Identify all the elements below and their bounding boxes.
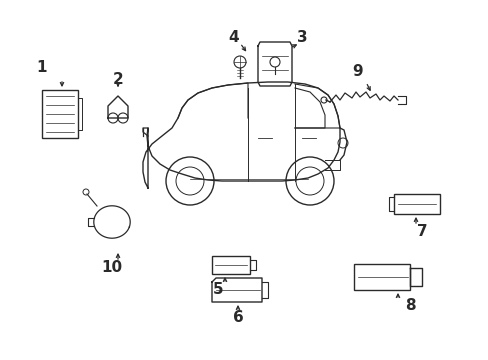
Text: 2: 2: [112, 72, 123, 87]
Text: 1: 1: [37, 60, 47, 76]
Text: 4: 4: [228, 31, 239, 45]
Bar: [42, 90, 78, 138]
Bar: [212, 256, 249, 274]
Bar: [353, 264, 409, 290]
Text: 9: 9: [352, 64, 363, 80]
Text: 7: 7: [416, 225, 427, 239]
Text: 6: 6: [232, 310, 243, 325]
Text: 5: 5: [212, 283, 223, 297]
Text: 10: 10: [101, 261, 122, 275]
Text: 8: 8: [404, 297, 414, 312]
Text: 3: 3: [296, 31, 306, 45]
Bar: [393, 194, 439, 214]
